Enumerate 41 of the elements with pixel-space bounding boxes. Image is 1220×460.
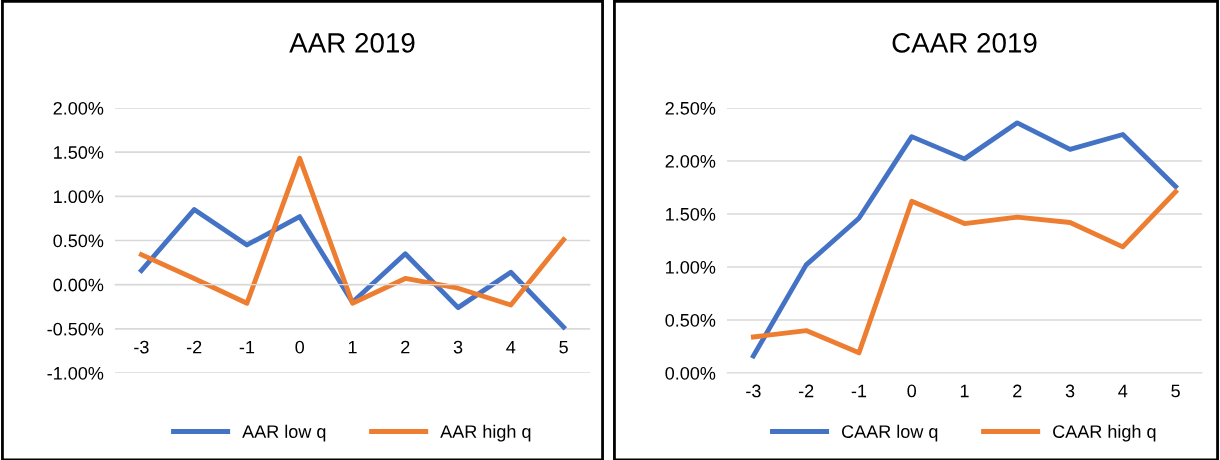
x-tick-label: -1 bbox=[851, 384, 867, 398]
legend-label: CAAR low q bbox=[842, 424, 938, 442]
y-tick-label: 0.50% bbox=[665, 313, 716, 327]
y-tick-label: 1.00% bbox=[666, 260, 716, 274]
x-tick-label: 5 bbox=[559, 340, 568, 354]
x-tick-label: 3 bbox=[453, 340, 463, 354]
y-tick-label: 0.00% bbox=[53, 278, 104, 292]
y-tick-label: 1.00% bbox=[54, 190, 104, 204]
x-tick-label: 1 bbox=[348, 340, 357, 354]
x-tick-label: 0 bbox=[295, 340, 305, 354]
line-series bbox=[750, 120, 1179, 359]
x-tick-label: 4 bbox=[1118, 384, 1128, 398]
legend-label: AAR low q bbox=[242, 424, 326, 442]
x-tick-label: -2 bbox=[798, 384, 814, 398]
x-tick-label: 3 bbox=[1065, 384, 1075, 398]
x-tick-label: 2 bbox=[1013, 384, 1022, 398]
y-tick-label: 2.50% bbox=[665, 101, 716, 115]
legend-label: AAR high q bbox=[440, 424, 531, 442]
line-series bbox=[138, 207, 567, 330]
y-tick-label: 1.50% bbox=[666, 207, 716, 221]
x-tick-label: 0 bbox=[907, 384, 917, 398]
chart-title: AAR 2019 bbox=[289, 33, 415, 53]
y-tick-label: 0.50% bbox=[53, 234, 104, 248]
x-tick-label: 2 bbox=[401, 340, 410, 354]
y-tick-label: 1.50% bbox=[54, 146, 104, 159]
y-tick-label: -1.00% bbox=[47, 366, 104, 380]
x-tick-label: 4 bbox=[506, 340, 516, 354]
y-tick-label: 0.00% bbox=[665, 366, 716, 380]
chart-title: CAAR 2019 bbox=[892, 33, 1037, 53]
line-series bbox=[138, 155, 567, 308]
y-tick-label: -0.50% bbox=[47, 322, 104, 336]
legend-label: CAAR high q bbox=[1053, 424, 1156, 442]
line-series bbox=[750, 189, 1179, 356]
y-tick-label: 2.00% bbox=[665, 154, 716, 168]
y-tick-label: 2.00% bbox=[53, 101, 104, 115]
x-tick-label: -3 bbox=[746, 384, 761, 398]
x-tick-label: 1 bbox=[960, 384, 969, 398]
x-tick-label: -1 bbox=[239, 340, 255, 354]
x-tick-label: -3 bbox=[134, 340, 149, 354]
x-tick-label: 5 bbox=[1171, 384, 1180, 398]
x-tick-label: -2 bbox=[186, 340, 202, 354]
